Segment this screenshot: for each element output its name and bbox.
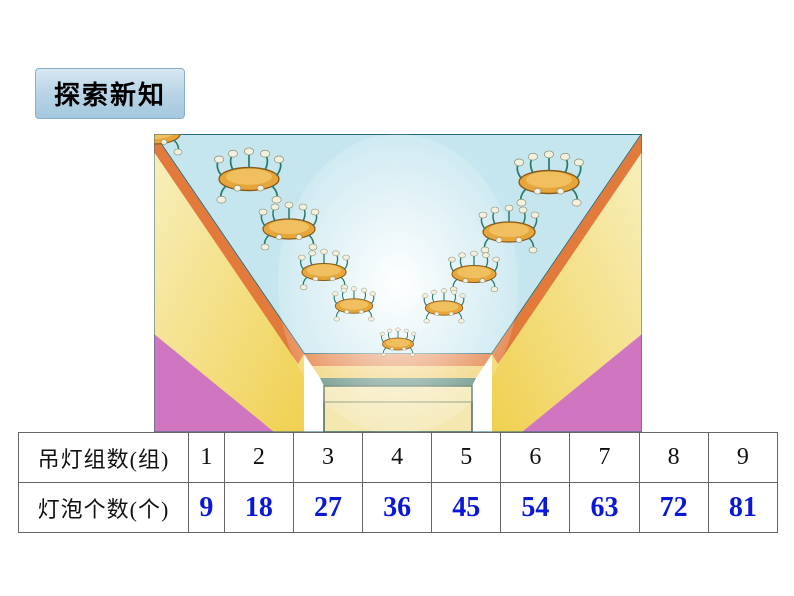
value-cell: 72 bbox=[639, 483, 708, 533]
value-cell: 18 bbox=[224, 483, 293, 533]
value-cell: 81 bbox=[708, 483, 777, 533]
col-head-cell: 7 bbox=[570, 433, 639, 483]
data-table-container: 吊灯组数(组) 1 2 3 4 5 6 7 8 9 灯泡个数(个) 9 18 2… bbox=[18, 432, 778, 533]
table-row: 灯泡个数(个) 9 18 27 36 45 54 63 72 81 bbox=[19, 483, 778, 533]
hallway-svg bbox=[154, 134, 642, 432]
section-title-badge: 探索新知 bbox=[35, 68, 185, 119]
value-cell: 9 bbox=[189, 483, 225, 533]
value-cell: 27 bbox=[293, 483, 362, 533]
ceiling-illustration bbox=[154, 134, 642, 432]
value-cell: 63 bbox=[570, 483, 639, 533]
col-head-cell: 9 bbox=[708, 433, 777, 483]
row-label-bulbs: 灯泡个数(个) bbox=[19, 483, 189, 533]
col-head-cell: 6 bbox=[501, 433, 570, 483]
col-head-cell: 5 bbox=[432, 433, 501, 483]
col-head-cell: 1 bbox=[189, 433, 225, 483]
value-cell: 54 bbox=[501, 483, 570, 533]
col-head-cell: 2 bbox=[224, 433, 293, 483]
value-cell: 36 bbox=[363, 483, 432, 533]
table-row: 吊灯组数(组) 1 2 3 4 5 6 7 8 9 bbox=[19, 433, 778, 483]
multiplication-table: 吊灯组数(组) 1 2 3 4 5 6 7 8 9 灯泡个数(个) 9 18 2… bbox=[18, 432, 778, 533]
value-cell: 45 bbox=[432, 483, 501, 533]
row-label-groups: 吊灯组数(组) bbox=[19, 433, 189, 483]
col-head-cell: 8 bbox=[639, 433, 708, 483]
section-title-text: 探索新知 bbox=[54, 81, 166, 110]
col-head-cell: 4 bbox=[363, 433, 432, 483]
col-head-cell: 3 bbox=[293, 433, 362, 483]
